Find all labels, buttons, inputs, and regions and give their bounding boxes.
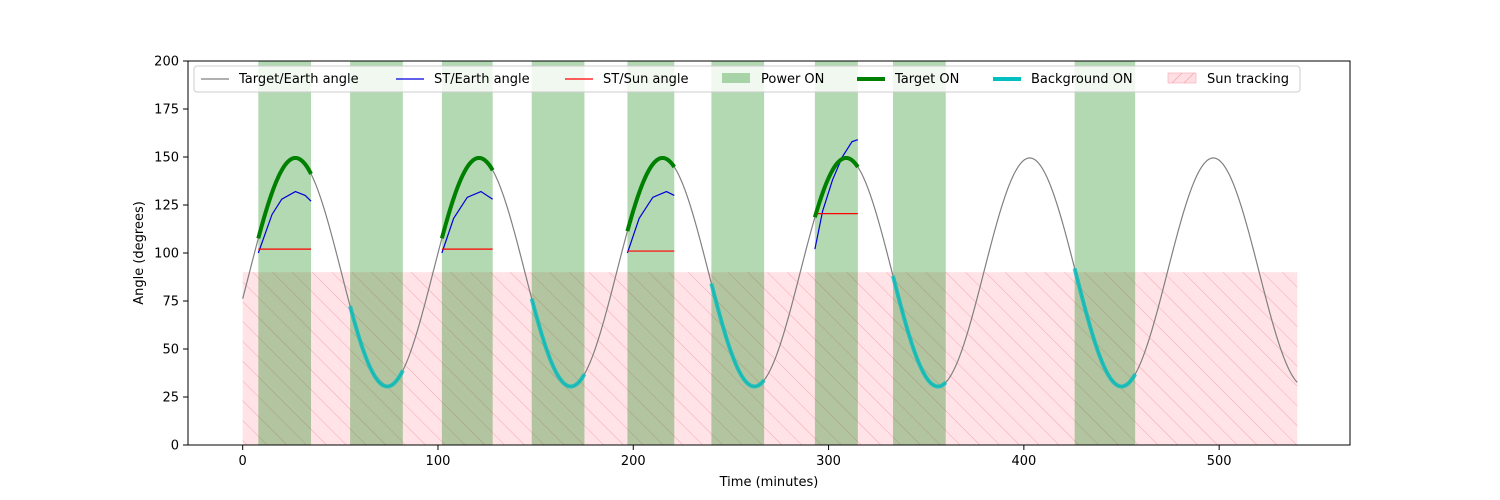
- x-tick-label: 100: [426, 454, 451, 469]
- y-tick-label: 0: [171, 439, 179, 454]
- background-on-segment: [348, 305, 405, 389]
- target-on-segment: [439, 155, 495, 239]
- legend-swatch-sun-tracking-hatch: [1171, 72, 1183, 84]
- y-tick-label: 175: [154, 103, 179, 118]
- legend-label-power-on: Power ON: [761, 72, 824, 87]
- x-tick-label: 200: [621, 454, 646, 469]
- target-on-segment: [256, 155, 313, 239]
- x-axis-label: Time (minutes): [719, 475, 819, 490]
- legend-label-st-sun: ST/Sun angle: [603, 72, 689, 87]
- y-tick-label: 200: [154, 55, 179, 70]
- sun-tracking-hatch: [242, 272, 1298, 445]
- legend-box: [193, 65, 1301, 93]
- target-on-segment: [812, 155, 860, 218]
- series-layer: [242, 139, 1298, 389]
- y-tick-label: 125: [154, 199, 179, 214]
- x-tick-label: 300: [816, 454, 841, 469]
- y-tick-label: 75: [162, 295, 179, 310]
- x-tick-label: 500: [1207, 454, 1232, 469]
- y-tick-label: 25: [162, 391, 179, 406]
- legend-label-target-earth: Target/Earth angle: [238, 72, 359, 87]
- st-earth-line: [257, 190, 312, 254]
- background-on-segment: [709, 283, 766, 389]
- legend-label-target-on: Target ON: [894, 72, 959, 87]
- x-tick-label: 400: [1011, 454, 1036, 469]
- st-earth-line: [814, 139, 859, 250]
- power-on-span: [1074, 61, 1136, 445]
- y-axis: 0 25 50 75 100 125 150 175 200: [154, 55, 188, 454]
- legend-label-sun-tracking: Sun tracking: [1207, 72, 1289, 87]
- background-on-segment: [1072, 267, 1137, 389]
- y-tick-label: 150: [154, 151, 179, 166]
- power-on-layer: [258, 61, 1136, 445]
- y-axis-label: Angle (degrees): [132, 201, 147, 305]
- power-on-span: [531, 61, 585, 445]
- power-on-span: [627, 61, 675, 445]
- legend-swatch-sun-tracking-hatch-2: [1183, 72, 1195, 84]
- x-axis: 0 100 200 300 400 500: [239, 445, 1232, 469]
- legend-label-background-on: Background ON: [1031, 72, 1133, 87]
- st-earth-line: [441, 190, 493, 254]
- y-tick-label: 100: [154, 247, 179, 262]
- st-earth-line: [626, 190, 675, 254]
- power-on-span: [258, 61, 312, 445]
- power-on-span: [441, 61, 493, 445]
- background-on-segment: [891, 275, 948, 389]
- sun-tracking-layer: [242, 272, 1298, 445]
- power-on-span: [893, 61, 946, 445]
- x-tick-label: 0: [239, 454, 247, 469]
- legend-swatch-power-on: [722, 73, 750, 83]
- y-tick-label: 50: [162, 343, 179, 358]
- legend-swatch-sun-tracking: [1167, 72, 1197, 84]
- power-on-span: [350, 61, 403, 445]
- power-on-span: [711, 61, 765, 445]
- legend: Target/Earth angle ST/Earth angle ST/Sun…: [193, 65, 1301, 93]
- legend-label-st-earth: ST/Earth angle: [434, 72, 530, 87]
- power-on-span: [814, 61, 858, 445]
- background-on-segment: [529, 298, 587, 389]
- target-on-segment: [625, 155, 676, 232]
